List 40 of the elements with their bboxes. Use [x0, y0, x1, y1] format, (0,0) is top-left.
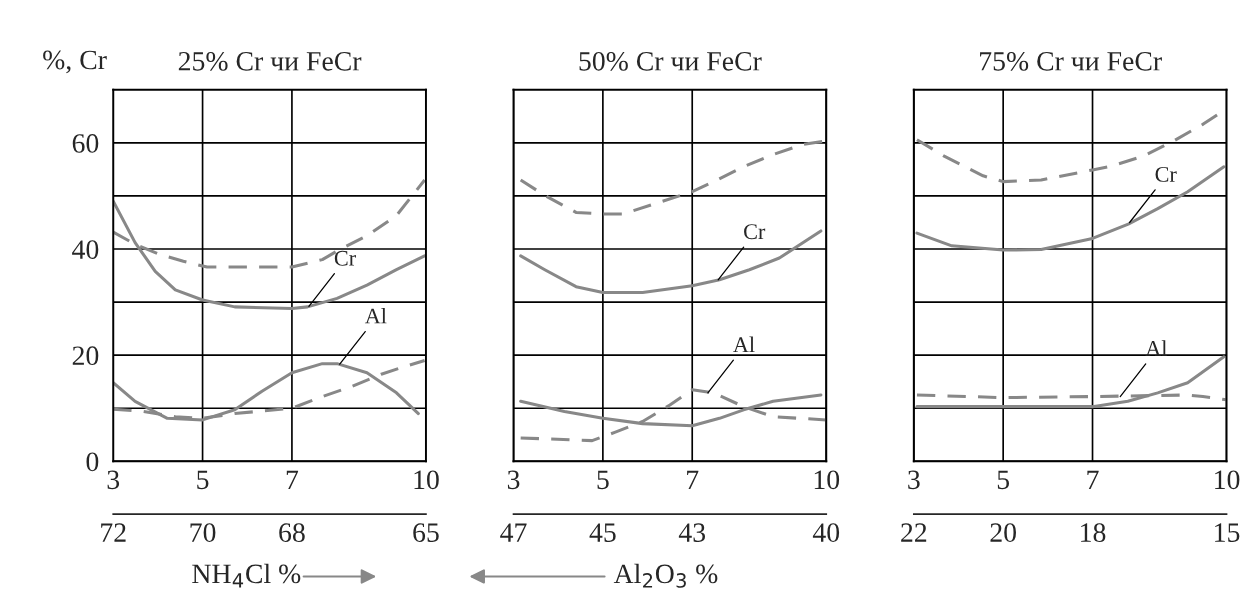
x-tick-label: 3	[107, 470, 120, 490]
x-tick-label: 5	[997, 470, 1010, 490]
chart-title: 50% Cr чи FeCr	[579, 51, 762, 71]
y-tick-label: 40	[72, 240, 99, 259]
x-tick-label: 10	[414, 470, 439, 490]
y-tick-label: 20	[72, 346, 99, 366]
x-tick-label: 7	[687, 470, 699, 489]
x2-tick-label: 15	[1215, 523, 1240, 542]
x-tick-label: 10	[1215, 470, 1240, 490]
x-axis-title: NH$_{4}$Cl %	[192, 563, 301, 588]
x2-tick-label: 22	[901, 523, 927, 542]
x2-tick-label: 65	[413, 523, 439, 542]
annotation: Cr	[744, 224, 766, 240]
annotation: Cr	[1155, 166, 1177, 182]
chart-title: 75% Cr чи FeCr	[980, 51, 1162, 71]
annotation: Al	[733, 336, 755, 352]
x2-tick-label: 18	[1081, 523, 1106, 542]
x2-tick-label: 20	[990, 523, 1016, 542]
x2-tick-label: 70	[190, 523, 216, 542]
y-tick-label: 0	[86, 452, 99, 472]
x2-tick-label: 68	[279, 523, 305, 542]
x-tick-label: 3	[908, 470, 920, 490]
y-tick-label: 60	[72, 134, 99, 153]
annotation: Al	[1145, 340, 1167, 356]
x-tick-label: 7	[1087, 470, 1099, 489]
x2-tick-label: 43	[678, 523, 706, 542]
x-tick-label: 5	[597, 470, 609, 490]
x2-tick-label: 72	[101, 523, 126, 542]
x2-tick-label: 45	[589, 523, 616, 542]
x-tick-label: 7	[286, 470, 299, 489]
x-tick-label: 10	[814, 470, 840, 490]
chart-title: 25% Cr чи FeCr	[178, 51, 362, 71]
x2-axis-title: Al$_{2}$O$_{3}$ %	[613, 563, 718, 588]
x2-tick-label: 47	[500, 523, 527, 542]
y-axis-title: %, Cr	[43, 50, 107, 74]
annotation: Cr	[334, 250, 356, 266]
annotation: Al	[364, 307, 387, 324]
x-tick-label: 5	[197, 470, 209, 490]
x2-tick-label: 40	[812, 523, 840, 542]
x-tick-label: 3	[507, 470, 520, 490]
